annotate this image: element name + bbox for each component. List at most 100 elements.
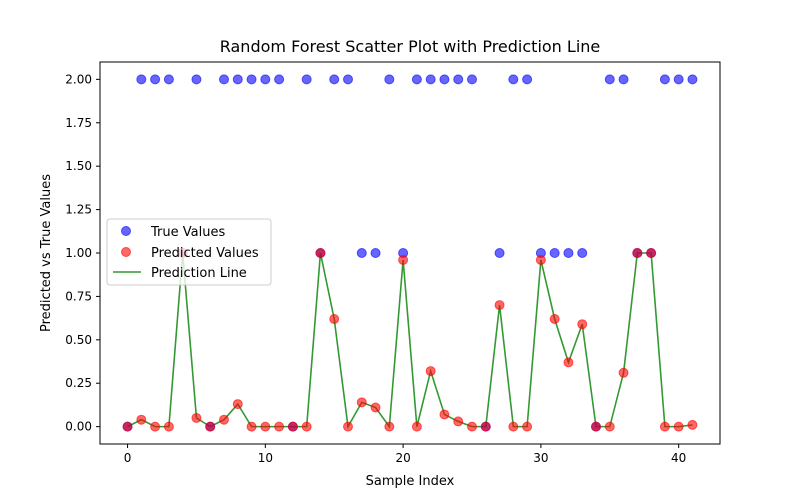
predicted-value-point xyxy=(549,313,560,324)
predicted-value-point xyxy=(384,421,395,432)
true-value-point xyxy=(384,74,395,85)
predicted-value-point xyxy=(632,248,643,258)
predicted-value-point xyxy=(563,357,574,368)
x-tick-label: 10 xyxy=(258,451,273,465)
true-value-point xyxy=(549,248,560,258)
predicted-value-point xyxy=(535,254,546,265)
x-tick-label: 30 xyxy=(533,451,548,465)
predicted-value-point xyxy=(343,421,353,432)
true-value-point xyxy=(618,74,629,85)
legend-true-marker xyxy=(121,226,131,236)
y-axis-label: Predicted vs True Values xyxy=(39,174,54,332)
predicted-value-point xyxy=(591,421,601,432)
predicted-value-point xyxy=(219,414,229,425)
true-value-point xyxy=(687,74,698,85)
legend-predicted-label: Predicted Values xyxy=(151,246,259,261)
legend-true-label: True Values xyxy=(150,225,225,240)
predicted-values-layer xyxy=(122,248,698,432)
predicted-value-point xyxy=(398,254,409,265)
true-value-point xyxy=(329,74,340,85)
true-value-point xyxy=(301,74,312,85)
predicted-value-point xyxy=(122,421,133,432)
true-value-point xyxy=(673,74,684,85)
legend: True Values Predicted Values Prediction … xyxy=(106,218,272,286)
x-tick-label: 20 xyxy=(395,451,410,465)
true-value-point xyxy=(425,74,436,85)
chart-title: Random Forest Scatter Plot with Predicti… xyxy=(220,37,601,56)
true-value-point xyxy=(191,74,202,85)
x-axis-label: Sample Index xyxy=(366,474,455,489)
predicted-value-point xyxy=(646,248,657,258)
true-value-point xyxy=(370,248,381,258)
predicted-value-point xyxy=(522,421,533,432)
y-axis-ticks: 0.00 0.25 0.50 0.75 1.00 1.25 1.50 1.75 2.00 xyxy=(65,72,100,434)
true-value-point xyxy=(219,74,229,85)
predicted-value-point xyxy=(232,399,243,410)
predicted-value-point xyxy=(191,412,202,423)
y-tick-label: 1.00 xyxy=(65,246,92,260)
y-tick-label: 0.00 xyxy=(65,420,92,434)
true-value-point xyxy=(494,248,505,258)
true-value-point xyxy=(136,74,147,85)
predicted-value-point xyxy=(315,248,326,258)
predicted-value-point xyxy=(494,300,505,311)
true-value-point xyxy=(453,74,464,85)
predicted-value-point xyxy=(508,421,519,432)
x-tick-label: 0 xyxy=(124,451,132,465)
predicted-value-point xyxy=(163,421,174,432)
predicted-value-point xyxy=(453,416,464,427)
true-value-point xyxy=(260,74,271,85)
y-tick-label: 0.25 xyxy=(65,376,92,390)
predicted-value-point xyxy=(287,421,298,432)
true-value-point xyxy=(246,74,257,85)
predicted-value-point xyxy=(673,421,684,432)
predicted-value-point xyxy=(150,421,161,432)
predicted-value-point xyxy=(260,421,271,432)
true-value-point xyxy=(659,74,670,85)
predicted-value-point xyxy=(246,421,257,432)
true-value-point xyxy=(508,74,519,85)
predicted-value-point xyxy=(329,313,340,324)
predicted-value-point xyxy=(274,421,285,432)
y-tick-label: 0.75 xyxy=(65,289,92,303)
predicted-value-point xyxy=(370,402,381,413)
true-value-point xyxy=(232,74,243,85)
predicted-value-point xyxy=(356,397,367,408)
predicted-value-point xyxy=(604,421,615,432)
true-value-point xyxy=(439,74,450,85)
y-tick-label: 1.25 xyxy=(65,203,92,217)
true-value-point xyxy=(163,74,174,85)
predicted-value-point xyxy=(425,366,436,377)
true-value-point xyxy=(522,74,533,85)
predicted-value-point xyxy=(301,421,312,432)
predicted-value-point xyxy=(577,319,588,330)
x-axis-ticks: 0 10 20 30 40 xyxy=(124,444,686,465)
true-value-point xyxy=(563,248,574,258)
predicted-value-point xyxy=(136,414,147,425)
true-value-point xyxy=(343,74,353,85)
y-tick-label: 2.00 xyxy=(65,72,92,86)
predicted-value-point xyxy=(467,421,477,432)
legend-predicted-marker xyxy=(121,247,131,257)
true-value-point xyxy=(411,74,422,85)
predicted-value-point xyxy=(439,409,450,420)
y-tick-label: 1.75 xyxy=(65,116,92,130)
predicted-value-point xyxy=(618,367,629,378)
predicted-value-point xyxy=(687,419,698,430)
true-value-point xyxy=(467,74,477,85)
y-tick-label: 1.50 xyxy=(65,159,92,173)
true-value-point xyxy=(577,248,588,258)
true-value-point xyxy=(150,74,161,85)
true-value-point xyxy=(604,74,615,85)
true-value-point xyxy=(356,248,367,258)
legend-line-label: Prediction Line xyxy=(151,266,247,281)
x-tick-label: 40 xyxy=(671,451,686,465)
legend-box xyxy=(106,218,272,286)
predicted-value-point xyxy=(205,421,216,432)
y-tick-label: 0.50 xyxy=(65,333,92,347)
predicted-value-point xyxy=(659,421,670,432)
predicted-value-point xyxy=(411,421,422,432)
predicted-value-point xyxy=(480,421,491,432)
true-value-point xyxy=(274,74,285,85)
